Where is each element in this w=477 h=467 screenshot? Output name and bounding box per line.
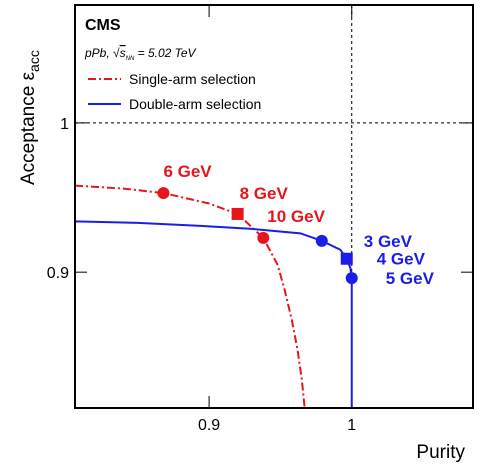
curve [74,220,353,408]
point-label: 10 GeV [267,207,325,226]
point-marker [231,207,244,220]
experiment-label: CMS [85,17,121,34]
point-marker [315,234,328,247]
legend-label: Double-arm selection [129,96,261,112]
curve [74,184,306,409]
legend-label: Single-arm selection [129,71,256,87]
y-tick-label: 1 [60,116,69,133]
point-marker [257,231,270,244]
plot-frame [74,4,474,409]
x-tick-label: 1 [347,417,356,434]
point-label: 8 GeV [240,184,289,203]
x-tick-label: 0.9 [198,417,220,434]
y-axis-title-main: Acceptance ε [18,71,39,185]
point-marker [345,272,358,285]
x-axis-title: Purity [416,442,465,463]
y-tick-label: 0.9 [47,265,69,282]
collision-label-part: pPb, √ [84,46,120,60]
collision-label-part: s [120,46,126,60]
point-label: 5 GeV [386,269,435,288]
y-axis-title: Acceptance εacc [18,50,42,185]
y-axis-title-sub: acc [26,50,42,72]
collision-label-part: NN [126,56,135,62]
point-label: 6 GeV [163,162,212,181]
collision-label: pPb, √sNN = 5.02 TeV [84,46,197,62]
collision-label-part: = 5.02 TeV [134,46,196,60]
point-label: 3 GeV [364,232,413,251]
point-marker [340,252,353,265]
point-label: 4 GeV [377,250,426,269]
point-marker [157,187,170,200]
